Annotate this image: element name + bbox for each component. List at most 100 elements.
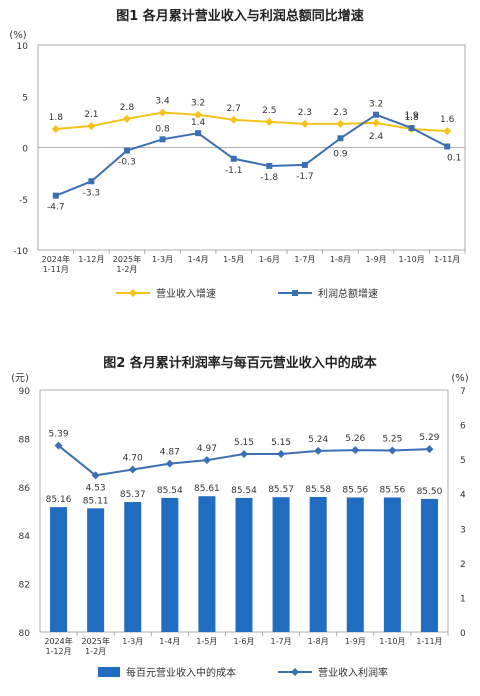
chart-1-x-tick-label: 1-11月 bbox=[434, 255, 460, 264]
chart-2-right-y-axis: 7 6 5 4 3 2 1 0 bbox=[460, 387, 466, 639]
chart-1-data-point bbox=[122, 114, 131, 123]
chart-1-series-line bbox=[55, 111, 448, 133]
chart-2-bar-label: 85.58 bbox=[305, 485, 331, 495]
chart-2-left-y-tick-label: 86 bbox=[19, 484, 31, 494]
chart-1-data-label: 0.9 bbox=[333, 149, 348, 159]
chart-1-data-label: 1.9 bbox=[404, 111, 419, 121]
chart-2-line-label: 5.29 bbox=[419, 433, 439, 443]
chart-2-bar bbox=[420, 498, 438, 632]
chart-1-data-label: -0.3 bbox=[118, 158, 136, 168]
chart-2-left-y-tick-label: 82 bbox=[19, 581, 30, 591]
chart-2-left-y-tick-label: 90 bbox=[19, 387, 31, 397]
chart-2-bar-label: 85.54 bbox=[231, 486, 257, 496]
chart-1-series-line bbox=[55, 113, 448, 197]
chart-2-right-unit-label: (%) bbox=[451, 373, 468, 384]
chart-1-title: 图1 各月累计营业收入与利润总额同比增速 bbox=[116, 8, 364, 24]
chart-2-line-point bbox=[202, 456, 211, 465]
chart-1-data-label: -1.8 bbox=[261, 173, 279, 183]
chart-2-bar bbox=[124, 502, 142, 632]
chart-1-data-point bbox=[51, 125, 60, 134]
chart-1-x-tick-label: 1-10月 bbox=[399, 255, 425, 264]
chart-2-line-label: 4.87 bbox=[160, 448, 180, 458]
chart-1-data-point bbox=[158, 108, 167, 117]
chart-1-data-point bbox=[300, 119, 309, 128]
chart-1-data-point bbox=[336, 119, 345, 128]
chart-1-data-point bbox=[195, 130, 202, 137]
chart-1-data-point bbox=[194, 110, 203, 119]
chart-2-line-label: 5.26 bbox=[345, 434, 365, 444]
chart-2-right-y-tick-label: 4 bbox=[460, 491, 466, 501]
chart-1-data-point bbox=[87, 121, 96, 130]
chart-1-data-label: 1.8 bbox=[49, 113, 64, 123]
chart-2-line-point bbox=[388, 446, 397, 455]
chart-2-line-point bbox=[314, 446, 323, 455]
chart-2-left-y-axis: 90 88 86 84 82 80 bbox=[19, 387, 31, 639]
chart-1-data-label: 2.8 bbox=[120, 103, 135, 113]
chart-2-bar bbox=[309, 496, 327, 632]
chart-1-data-label: 2.4 bbox=[369, 132, 384, 142]
chart-2-bar-label: 85.50 bbox=[417, 487, 443, 497]
chart-2-x-tick-label: 1-6月 bbox=[233, 637, 254, 646]
chart-1-y-tick-label: 10 bbox=[17, 42, 29, 52]
chart-1-unit-label: (%) bbox=[9, 30, 26, 41]
chart-1-data-point bbox=[229, 115, 238, 124]
chart-1-data-label: 1.6 bbox=[440, 115, 455, 125]
chart-2-line-point bbox=[91, 471, 100, 480]
chart-2-line-point bbox=[240, 449, 248, 458]
chart-2-line-point bbox=[128, 465, 137, 474]
chart-1-data-label: 3.2 bbox=[191, 99, 205, 109]
chart-2-x-tick-label: 1-10月 bbox=[379, 637, 405, 646]
chart-2-bar bbox=[383, 497, 401, 632]
chart-1-y-tick-label: -10 bbox=[13, 247, 28, 257]
legend-item-revenue-growth: 营业收入增速 bbox=[116, 287, 216, 300]
legend-label-revenue-growth: 营业收入增速 bbox=[156, 287, 216, 300]
chart-2-line-label: 4.53 bbox=[86, 483, 106, 493]
chart-1-data-label: 2.3 bbox=[333, 108, 347, 118]
chart-1-data-label: 3.4 bbox=[155, 97, 170, 107]
chart-1: 图1 各月累计营业收入与利润总额同比增速 (%) 10 5 0 -5 -10 2024年… bbox=[9, 8, 466, 300]
chart-1-data-point bbox=[159, 136, 166, 143]
chart-2-bar-label: 85.57 bbox=[268, 485, 294, 495]
chart-1-x-tick-label: 1-7月 bbox=[294, 255, 315, 264]
chart-1-data-point bbox=[123, 147, 130, 154]
chart-2-title: 图2 各月累计利润率与每百元营业收入中的成本 bbox=[103, 355, 377, 371]
chart-1-data-point bbox=[88, 178, 95, 185]
legend-label-profit-growth: 利润总额增速 bbox=[318, 287, 378, 300]
chart-1-data-label: 0.8 bbox=[155, 124, 170, 134]
chart-2-bars: 85.16 85.11 85.37 85.54 85.61 85.54 85.57 85.58… bbox=[46, 484, 443, 632]
chart-2-x-tick-label: 2024年 1-12月 bbox=[44, 636, 72, 656]
chart-1-series: 1.8 2.1 2.8 3.4 3.2 2.7 2.5 2.3 2.3 2.4 1.8 1.6 -4.7… bbox=[47, 97, 461, 213]
chart-2-right-y-tick-label: 5 bbox=[460, 456, 466, 466]
chart-1-x-tick-label: 1-12月 bbox=[78, 255, 104, 264]
chart-2-line-label: 5.15 bbox=[271, 438, 291, 448]
chart-1-y-tick-label: 5 bbox=[22, 93, 28, 103]
chart-2-bar bbox=[346, 497, 364, 632]
chart-2-legend: 每百元营业收入中的成本 营业收入利润率 bbox=[98, 666, 388, 679]
chart-2-line-point bbox=[351, 446, 360, 455]
chart-1-x-axis: 2024年 1-11月 1-12月 2025年 1-2月 1-3月 1-4月 1-5月 1-6月… bbox=[42, 250, 466, 274]
chart-1-data-label: -1.1 bbox=[225, 166, 243, 176]
chart-2-bar-label: 85.56 bbox=[379, 485, 405, 495]
chart-2-bar bbox=[198, 496, 216, 632]
chart-2-x-tick-label: 1-7月 bbox=[271, 637, 292, 646]
chart-2-x-tick-label: 1-3月 bbox=[122, 637, 143, 646]
legend-label-profit-margin: 营业收入利润率 bbox=[318, 666, 388, 679]
chart-2-line-point bbox=[277, 449, 286, 458]
chart-2-line-label: 4.97 bbox=[197, 444, 217, 454]
legend-label-cost-per-100-yuan: 每百元营业收入中的成本 bbox=[126, 666, 236, 679]
chart-2-x-tick-label: 1-11月 bbox=[416, 637, 442, 646]
chart-2-line-label: 5.39 bbox=[49, 430, 69, 440]
chart-1-x-tick-label: 2024年 1-11月 bbox=[42, 254, 70, 274]
chart-2-x-tick-label: 1-8月 bbox=[308, 637, 329, 646]
chart-2-bar bbox=[235, 497, 253, 632]
chart-2-line-label: 4.70 bbox=[123, 454, 143, 464]
chart-1-plot-area bbox=[37, 44, 466, 251]
chart-2-right-y-tick-label: 0 bbox=[460, 629, 466, 639]
chart-2-x-tick-label: 1-5月 bbox=[196, 637, 217, 646]
chart-1-data-label: -1.7 bbox=[296, 172, 314, 182]
chart-1-data-label: 2.5 bbox=[262, 106, 276, 116]
chart-1-x-tick-label: 1-4月 bbox=[188, 255, 209, 264]
chart-2-line-label: 5.25 bbox=[382, 435, 402, 445]
chart-1-data-label: 1.8 bbox=[404, 113, 419, 123]
chart-1-x-tick-label: 1-6月 bbox=[259, 255, 280, 264]
